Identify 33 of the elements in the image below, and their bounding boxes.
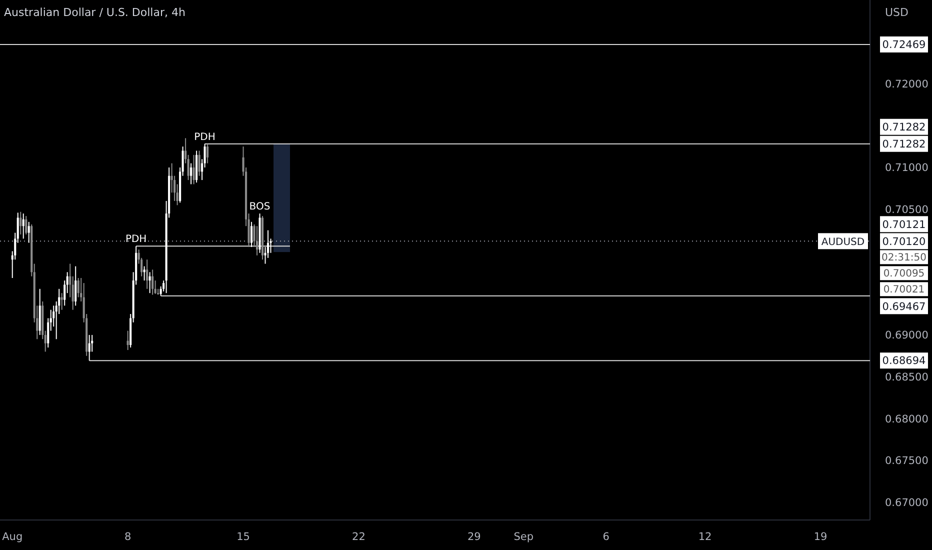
x-tick-label: 15 — [236, 531, 250, 543]
y-tick-label: 0.71000 — [885, 162, 928, 174]
annotation: 0.69467 — [882, 300, 926, 313]
x-tick-label: 22 — [352, 531, 366, 543]
x-tick-label: 12 — [698, 531, 712, 543]
ref-line-label: AUDUSD — [821, 237, 865, 248]
text: 0.70095 — [883, 268, 925, 280]
annotation: 0.70121 — [882, 218, 926, 231]
x-tick-label: Aug — [2, 531, 23, 543]
x-tick-label: 8 — [124, 531, 132, 543]
x-tick-label: 6 — [602, 531, 610, 543]
annotation: 0.68694 — [882, 355, 926, 368]
y-tick-label: 0.67500 — [885, 455, 928, 468]
x-tick-label: 29 — [467, 531, 481, 543]
text: 02:31:50 — [882, 252, 926, 264]
text: 0.70021 — [883, 284, 925, 296]
y-tick-label: 0.68500 — [885, 371, 928, 384]
annotation: 0.72469 — [882, 39, 926, 52]
annotation: BOS — [249, 202, 270, 213]
y-tick-label: 0.69000 — [885, 330, 928, 342]
y-axis-title: USD — [885, 6, 909, 19]
x-tick-label: Sep — [514, 531, 534, 543]
annotation: PDH — [194, 132, 216, 143]
y-tick-label: 0.68000 — [885, 413, 928, 426]
y-tick-label: 0.67000 — [885, 497, 928, 510]
text: Australian Dollar / U.S. Dollar, 4h — [4, 6, 186, 19]
y-tick-label: 0.70500 — [885, 204, 928, 216]
annotation: 0.71282 — [882, 122, 926, 134]
x-tick-label: 19 — [814, 531, 828, 543]
annotation: PDH — [125, 234, 147, 246]
y-tick-label: 0.72000 — [885, 78, 928, 90]
annotation: 0.71282 — [882, 138, 926, 151]
annotation: 0.70120 — [882, 236, 926, 248]
